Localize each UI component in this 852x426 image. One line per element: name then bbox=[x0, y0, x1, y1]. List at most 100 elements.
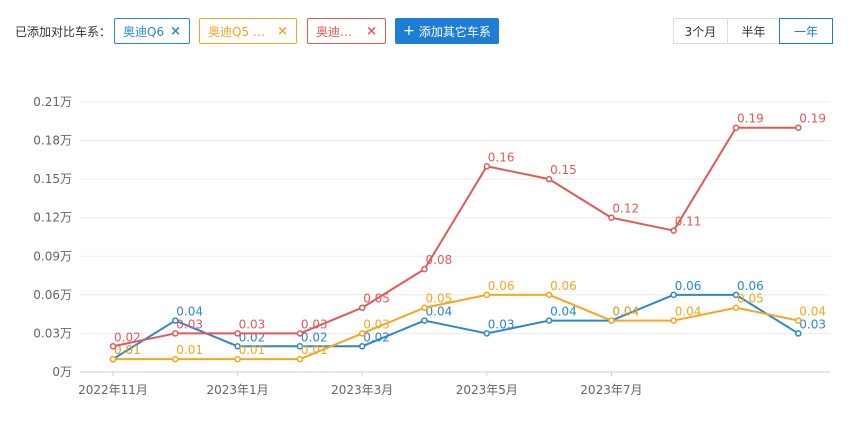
y-tick-label: 0.15万 bbox=[33, 172, 72, 186]
data-label: 0.19 bbox=[799, 112, 826, 126]
range-3-months-button[interactable]: 3个月 bbox=[673, 18, 728, 44]
y-tick-label: 0万 bbox=[52, 365, 72, 379]
data-label: 0.16 bbox=[488, 150, 515, 164]
close-icon[interactable]: × bbox=[277, 23, 288, 39]
time-range-group: 3个月 半年 一年 bbox=[673, 18, 833, 44]
data-point bbox=[732, 304, 740, 311]
data-point bbox=[670, 227, 677, 234]
data-label: 0.03 bbox=[799, 317, 826, 331]
data-label: 0.04 bbox=[426, 305, 453, 319]
data-label: 0.02 bbox=[301, 330, 328, 344]
data-point bbox=[109, 343, 117, 350]
data-point bbox=[358, 304, 366, 311]
series-tag-q6[interactable]: 奥迪Q6 × bbox=[114, 18, 190, 44]
series-tag-q5[interactable]: 奥迪Q5 e... × bbox=[199, 18, 297, 44]
y-tick-label: 0.09万 bbox=[33, 249, 72, 263]
data-point bbox=[172, 330, 179, 337]
data-point bbox=[545, 317, 553, 324]
data-point bbox=[296, 355, 304, 363]
data-point bbox=[421, 317, 428, 324]
line-chart: 0万 0.03万 0.06万 0.09万 0.12万 0.15万 0.18万 0.21万 202… bbox=[33, 95, 830, 397]
y-tick-label: 0.06万 bbox=[33, 288, 72, 302]
range-half-year-button[interactable]: 半年 bbox=[727, 18, 780, 44]
data-label: 0.12 bbox=[612, 202, 639, 216]
data-label: 0.03 bbox=[176, 317, 203, 331]
compare-label: 已添加对比车系： bbox=[15, 25, 112, 39]
data-point bbox=[234, 330, 241, 337]
data-point bbox=[608, 317, 615, 324]
data-label: 0.04 bbox=[176, 305, 203, 319]
data-label: 0.01 bbox=[176, 343, 203, 357]
series-tag-label: 奥迪A7L bbox=[316, 24, 361, 39]
data-point bbox=[608, 214, 615, 221]
data-label: 0.04 bbox=[612, 305, 639, 319]
data-label: 0.04 bbox=[675, 305, 702, 319]
data-label: 0.03 bbox=[488, 317, 515, 331]
plus-icon: + bbox=[403, 23, 415, 39]
data-point bbox=[296, 330, 304, 337]
x-tick-label: 2022年11月 bbox=[78, 383, 148, 397]
data-label: 0.05 bbox=[426, 292, 453, 306]
series-tag-label: 奥迪Q5 e... bbox=[208, 24, 272, 39]
data-label: 0.01 bbox=[301, 343, 328, 357]
y-tick-label: 0.12万 bbox=[33, 211, 72, 225]
series-line bbox=[112, 126, 799, 348]
series-tag-a7l[interactable]: 奥迪A7L × bbox=[307, 18, 386, 44]
data-point bbox=[358, 343, 366, 350]
series-line bbox=[112, 293, 799, 360]
data-label: 0.01 bbox=[114, 343, 141, 357]
data-label: 0.05 bbox=[363, 292, 390, 306]
data-label: 0.02 bbox=[363, 330, 390, 344]
data-point bbox=[234, 343, 241, 350]
y-tick-label: 0.21万 bbox=[33, 95, 72, 109]
data-label: 0.19 bbox=[737, 112, 764, 126]
data-point bbox=[172, 317, 179, 324]
close-icon[interactable]: × bbox=[366, 23, 377, 39]
add-series-label: 添加其它车系 bbox=[418, 24, 491, 39]
x-tick-label: 2023年5月 bbox=[456, 383, 518, 397]
data-label: 0.01 bbox=[239, 343, 266, 357]
data-point bbox=[483, 291, 491, 299]
x-tick-label: 2023年7月 bbox=[580, 383, 642, 397]
data-label: 0.01 bbox=[114, 343, 141, 357]
data-point bbox=[172, 355, 179, 363]
filter-bar: 已添加对比车系： 奥迪Q6 × 奥迪Q5 e... × 奥迪A7L × + 添加… bbox=[0, 0, 852, 64]
data-label: 0.11 bbox=[675, 215, 702, 229]
data-label: 0.06 bbox=[675, 279, 702, 293]
data-point bbox=[421, 304, 428, 311]
data-point bbox=[732, 291, 740, 299]
data-label: 0.03 bbox=[239, 317, 266, 331]
data-point bbox=[234, 355, 241, 363]
data-point bbox=[670, 317, 677, 324]
data-point bbox=[670, 291, 677, 299]
series-line bbox=[113, 293, 799, 361]
data-label: 0.15 bbox=[550, 163, 577, 177]
data-label: 0.03 bbox=[301, 317, 328, 331]
x-tick-label: 2023年3月 bbox=[331, 383, 393, 397]
data-label: 0.04 bbox=[612, 305, 639, 319]
data-label: 0.08 bbox=[426, 253, 453, 267]
data-point bbox=[795, 317, 802, 324]
data-point bbox=[483, 163, 491, 170]
data-label: 0.06 bbox=[488, 279, 515, 293]
data-label: 0.04 bbox=[799, 305, 826, 319]
data-label: 0.06 bbox=[737, 279, 764, 293]
data-label: 0.05 bbox=[737, 292, 764, 306]
close-icon[interactable]: × bbox=[170, 23, 181, 39]
series-tag-label: 奥迪Q6 bbox=[123, 24, 165, 39]
data-point bbox=[795, 330, 802, 337]
data-point bbox=[732, 124, 740, 131]
data-point bbox=[545, 291, 553, 299]
data-point bbox=[109, 355, 117, 363]
range-one-year-button[interactable]: 一年 bbox=[779, 18, 833, 44]
data-label: 0.02 bbox=[114, 330, 141, 344]
add-series-button[interactable]: + 添加其它车系 bbox=[395, 18, 499, 44]
data-point bbox=[358, 330, 366, 337]
data-point bbox=[421, 265, 428, 273]
data-label: 0.04 bbox=[550, 305, 577, 319]
data-point bbox=[483, 330, 491, 337]
data-point bbox=[545, 175, 553, 183]
y-tick-label: 0.03万 bbox=[33, 326, 72, 340]
data-point bbox=[795, 124, 802, 131]
data-label: 0.06 bbox=[550, 279, 577, 293]
